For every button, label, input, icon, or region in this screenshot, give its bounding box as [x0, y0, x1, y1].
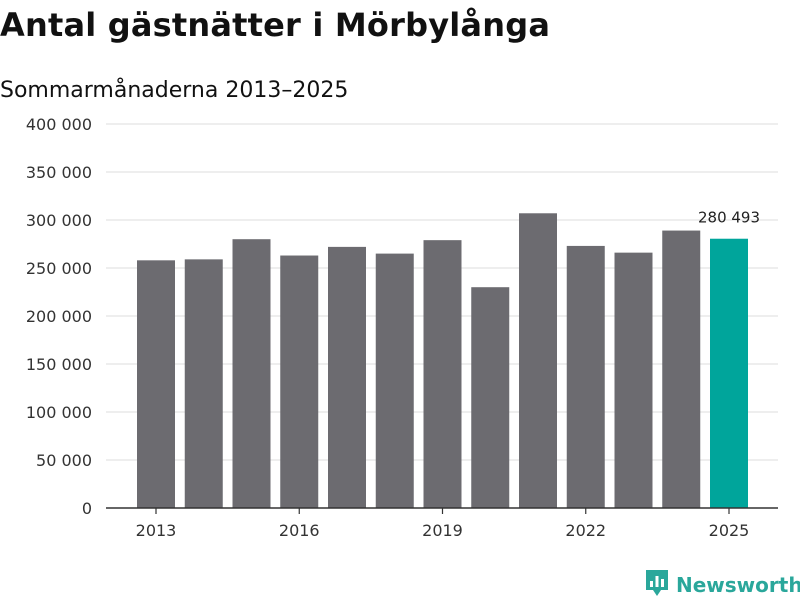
x-tick-label: 2022: [565, 521, 606, 540]
x-tick-label: 2013: [136, 521, 177, 540]
y-tick-label: 250 000: [26, 259, 92, 278]
bar-2016: [280, 255, 319, 508]
bar-2020: [471, 287, 510, 508]
bar-2024: [662, 230, 701, 508]
bar-2017: [328, 246, 366, 508]
x-tick-label: 2019: [422, 521, 463, 540]
bar-2019: [423, 240, 462, 508]
brand-name: Newsworthy: [676, 573, 800, 597]
x-tick-label: 2016: [279, 521, 320, 540]
x-tick-label: 2025: [709, 521, 750, 540]
data-label: 280 493: [698, 209, 760, 227]
bar-2018: [375, 253, 414, 508]
y-tick-label: 400 000: [26, 115, 92, 134]
y-tick-label: 350 000: [26, 163, 92, 182]
bar-2021: [519, 213, 557, 508]
bar-2022: [566, 245, 605, 509]
chart-subtitle: Sommarmånaderna 2013–2025: [0, 78, 349, 103]
newsworthy-logo: Newsworthy: [644, 568, 800, 602]
y-tick-label: 100 000: [26, 403, 92, 422]
chart-title: Antal gästnätter i Mörbylånga: [0, 6, 551, 44]
y-tick-label: 300 000: [26, 211, 92, 230]
bar-chart: 0 50 000 100 000 150 000 200 000 250 000 300 0…: [26, 115, 778, 540]
bar-2015: [232, 239, 271, 508]
newsworthy-logo-icon: [644, 568, 670, 602]
y-tick-label: 150 000: [26, 355, 92, 374]
bar-2013: [137, 260, 175, 508]
y-tick-label: 50 000: [36, 451, 92, 470]
y-tick-label: 200 000: [26, 307, 92, 326]
y-tick-label: 0: [82, 499, 92, 518]
bar-2023: [614, 252, 653, 508]
bar-2014: [184, 259, 223, 508]
bar-2025: [710, 238, 748, 508]
